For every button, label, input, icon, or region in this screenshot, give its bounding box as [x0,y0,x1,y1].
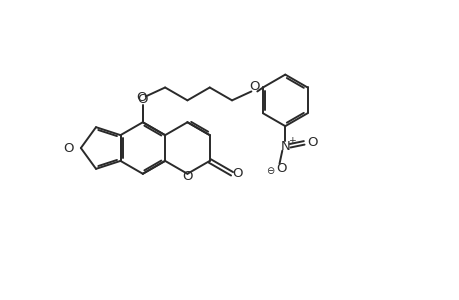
Text: O: O [137,93,148,106]
Text: N: N [280,140,290,153]
Text: +: + [288,136,296,145]
Text: O: O [306,136,317,149]
Text: O: O [249,80,259,93]
Text: O: O [63,142,74,154]
Text: O: O [276,162,286,175]
Text: ⊖: ⊖ [266,166,274,176]
Text: O: O [182,170,192,183]
Text: O: O [136,91,147,104]
Text: O: O [231,167,242,180]
